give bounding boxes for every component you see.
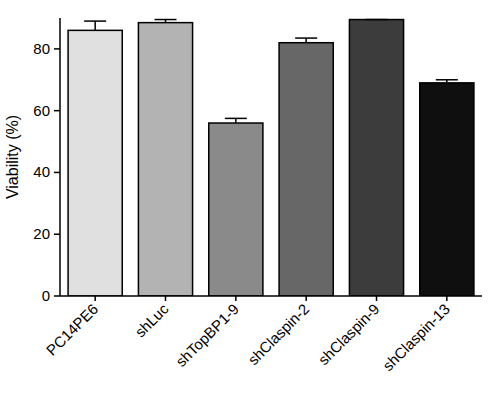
y-tick-label: 0 — [42, 287, 50, 304]
error-cap — [295, 37, 317, 39]
y-tick — [54, 233, 60, 235]
y-tick-label: 80 — [33, 40, 50, 57]
x-tick-label: shLuc — [131, 300, 172, 341]
chart: 020406080PC14PE6shLucshTopBP1-9shClaspin… — [0, 0, 499, 402]
y-tick-label: 40 — [33, 163, 50, 180]
y-tick — [54, 295, 60, 297]
x-axis — [60, 295, 482, 297]
error-bar — [295, 38, 317, 43]
bar — [420, 83, 474, 296]
error-stem — [94, 21, 96, 30]
y-tick — [54, 172, 60, 174]
x-tick — [94, 296, 96, 301]
x-tick-label: shClaspin-13 — [379, 300, 453, 374]
y-tick-label: 60 — [33, 102, 50, 119]
error-cap — [155, 19, 177, 21]
y-tick — [54, 48, 60, 50]
y-axis — [59, 18, 61, 296]
x-tick — [235, 296, 237, 301]
error-cap — [84, 20, 106, 22]
y-tick-label: 20 — [33, 225, 50, 242]
x-tick — [305, 296, 307, 301]
y-tick — [54, 110, 60, 112]
x-tick-label: PC14PE6 — [43, 300, 102, 359]
error-bar — [155, 20, 177, 23]
x-tick — [165, 296, 167, 301]
x-tick-label: shClaspin-2 — [244, 300, 312, 368]
bar — [279, 43, 333, 296]
bar — [68, 30, 122, 296]
bar — [349, 20, 403, 296]
error-bar — [366, 19, 388, 20]
x-tick — [376, 296, 378, 301]
bar — [209, 123, 263, 296]
y-axis-label: Viability (%) — [4, 115, 21, 199]
bars — [68, 20, 474, 296]
error-bar — [436, 80, 458, 83]
x-tick — [446, 296, 448, 301]
error-cap — [366, 19, 388, 21]
error-bar — [84, 21, 106, 30]
error-cap — [225, 118, 247, 120]
x-tick-label: shClaspin-9 — [315, 300, 383, 368]
x-tick-label: shTopBP1-9 — [172, 300, 242, 370]
error-cap — [436, 79, 458, 81]
error-bar — [225, 118, 247, 123]
bar — [138, 23, 192, 296]
